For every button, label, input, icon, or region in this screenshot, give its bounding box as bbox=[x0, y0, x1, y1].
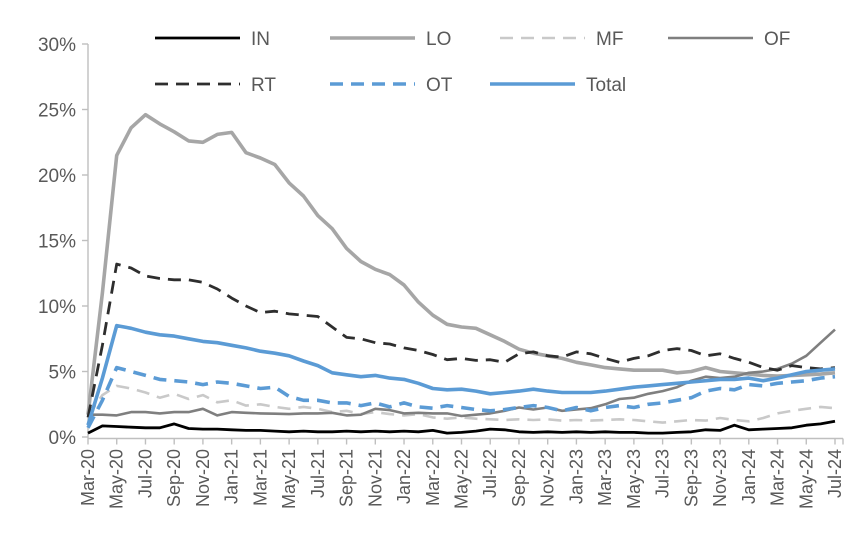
legend-label-of: OF bbox=[764, 29, 790, 50]
y-tick-label: 10% bbox=[38, 297, 76, 318]
x-tick-label: Jul-21 bbox=[308, 449, 328, 498]
legend-label-rt: RT bbox=[251, 75, 276, 96]
y-tick-label: 30% bbox=[38, 35, 76, 56]
x-tick-label: Mar-23 bbox=[595, 449, 615, 506]
series-line-lo bbox=[86, 112, 836, 415]
x-tick-label: Jul-22 bbox=[480, 449, 500, 498]
x-tick-label: Sep-20 bbox=[164, 449, 184, 507]
legend-label-total: Total bbox=[586, 75, 626, 96]
y-tick-label: 20% bbox=[38, 166, 76, 187]
series-line-total bbox=[86, 323, 836, 426]
series-line-of bbox=[88, 328, 836, 418]
legend-label-in: IN bbox=[251, 29, 270, 50]
x-tick-label: Jan-23 bbox=[566, 449, 586, 504]
legend-label-lo: LO bbox=[426, 29, 451, 50]
series-line-rt bbox=[86, 262, 836, 418]
x-tick-label: Jul-20 bbox=[135, 449, 155, 498]
x-tick-label: Nov-23 bbox=[710, 449, 730, 507]
legend-label-mf: MF bbox=[596, 29, 623, 50]
x-tick-label: Nov-22 bbox=[538, 449, 558, 507]
x-tick-label: May-20 bbox=[107, 449, 127, 509]
x-tick-label: Jan-24 bbox=[739, 449, 759, 504]
y-tick-label: 15% bbox=[38, 232, 76, 253]
x-tick-label: Mar-20 bbox=[78, 449, 98, 506]
x-tick-label: Mar-24 bbox=[768, 449, 788, 506]
y-tick-label: 25% bbox=[38, 101, 76, 122]
x-tick-label: May-24 bbox=[796, 449, 816, 509]
x-tick-label: Jul-24 bbox=[825, 449, 845, 498]
x-tick-label: May-21 bbox=[279, 449, 299, 509]
legend-label-ot: OT bbox=[426, 75, 453, 96]
series-line-in bbox=[87, 419, 836, 435]
x-tick-label: Sep-23 bbox=[681, 449, 701, 507]
x-tick-label: Jan-21 bbox=[222, 449, 242, 504]
x-tick-label: May-23 bbox=[624, 449, 644, 509]
x-tick-label: Sep-22 bbox=[509, 449, 529, 507]
series-line-ot bbox=[86, 365, 836, 429]
x-tick-label: Mar-21 bbox=[250, 449, 270, 506]
x-tick-label: Nov-20 bbox=[193, 449, 213, 507]
x-tick-label: Nov-21 bbox=[365, 449, 385, 507]
x-tick-label: Jul-23 bbox=[653, 449, 673, 498]
x-tick-label: May-22 bbox=[452, 449, 472, 509]
y-tick-label: 5% bbox=[49, 363, 77, 384]
x-tick-label: Mar-22 bbox=[423, 449, 443, 506]
y-tick-label: 0% bbox=[49, 428, 77, 449]
x-tick-label: Jan-22 bbox=[394, 449, 414, 504]
x-tick-label: Sep-21 bbox=[337, 449, 357, 507]
